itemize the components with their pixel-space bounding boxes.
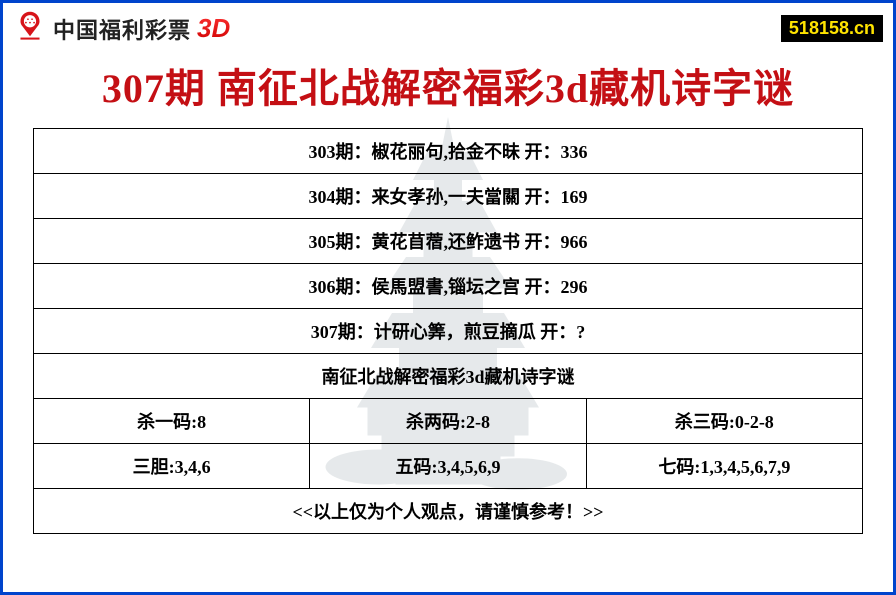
kill-one-cell: 杀一码:8 [34, 399, 310, 444]
dan-seven-cell: 七码:1,3,4,5,6,7,9 [586, 444, 862, 489]
history-row: 304期：来女孝孙,一夫當關 开：169 [34, 174, 863, 219]
history-row: 305期：黄花苜蓿,还鲊遗书 开：966 [34, 219, 863, 264]
lottery-logo-icon [13, 9, 47, 48]
brand-name: 中国福利彩票 [53, 13, 191, 45]
page-title: 307期 南征北战解密福彩3d藏机诗字谜 [3, 56, 893, 114]
history-row: 306期：侯馬盟書,锱坛之宫 开：296 [34, 264, 863, 309]
dan-five-cell: 五码:3,4,5,6,9 [310, 444, 586, 489]
header: 中国福利彩票 3D 518158.cn [3, 3, 893, 50]
dan-three-cell: 三胆:3,4,6 [34, 444, 310, 489]
history-row: 307期：计研心筭，煎豆摘瓜 开：? [34, 309, 863, 354]
kill-two-cell: 杀两码:2-8 [310, 399, 586, 444]
kill-three-cell: 杀三码:0-2-8 [586, 399, 862, 444]
site-badge: 518158.cn [781, 15, 883, 42]
brand-3d-suffix: 3D [197, 13, 230, 44]
footer-note: <<以上仅为个人观点，请谨慎参考！>> [34, 489, 863, 534]
history-row: 303期：椒花丽句,拾金不昧 开：336 [34, 129, 863, 174]
main-table: 303期：椒花丽句,拾金不昧 开：336 304期：来女孝孙,一夫當關 开：16… [3, 128, 893, 546]
brand: 中国福利彩票 3D [13, 9, 230, 48]
subtitle-row: 南征北战解密福彩3d藏机诗字谜 [34, 354, 863, 399]
